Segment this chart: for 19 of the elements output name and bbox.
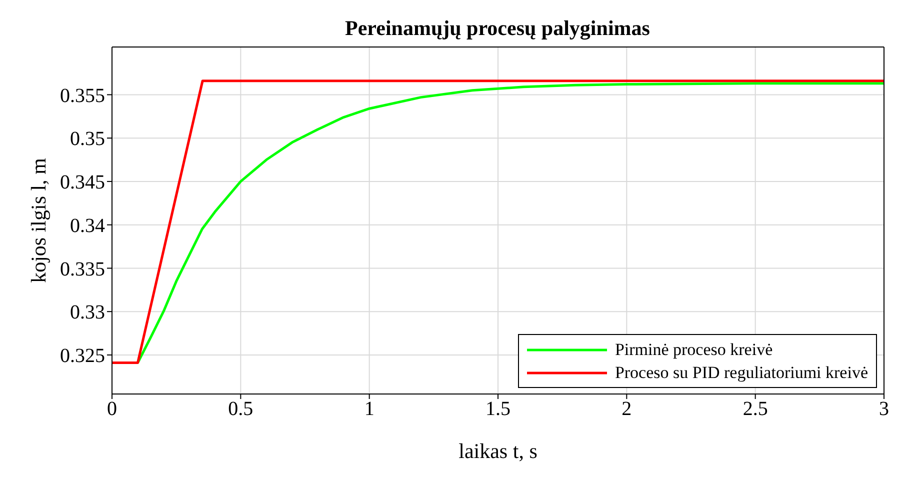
- y-tick-label: 0.34: [70, 214, 105, 237]
- x-tick-label: 2: [622, 398, 632, 420]
- y-axis-title: kojos ilgis l, m: [26, 158, 50, 283]
- y-tick-label: 0.355: [60, 84, 105, 107]
- y-tick-label: 0.345: [60, 172, 105, 194]
- x-axis-title: laikas t, s: [458, 439, 538, 463]
- x-tick-label: 1.5: [486, 398, 510, 420]
- x-tick-label: 0.5: [228, 398, 254, 420]
- x-tick-label: 2.5: [742, 398, 768, 420]
- x-tick-label: 1: [364, 398, 374, 420]
- legend-label: Pirminė proceso kreivė: [614, 339, 773, 361]
- y-tick-label: 0.325: [60, 345, 105, 368]
- chart-title: Pereinamųjų procesų palyginimas: [344, 16, 651, 41]
- legend-label: Proceso su PID reguliatoriumi kreivė: [614, 362, 868, 384]
- y-tick-label: 0.335: [60, 258, 105, 280]
- y-tick-label: 0.33: [70, 302, 105, 324]
- y-tick-label: 0.35: [70, 128, 105, 150]
- x-tick-label: 3: [879, 398, 889, 420]
- x-tick-label: 0: [107, 398, 117, 420]
